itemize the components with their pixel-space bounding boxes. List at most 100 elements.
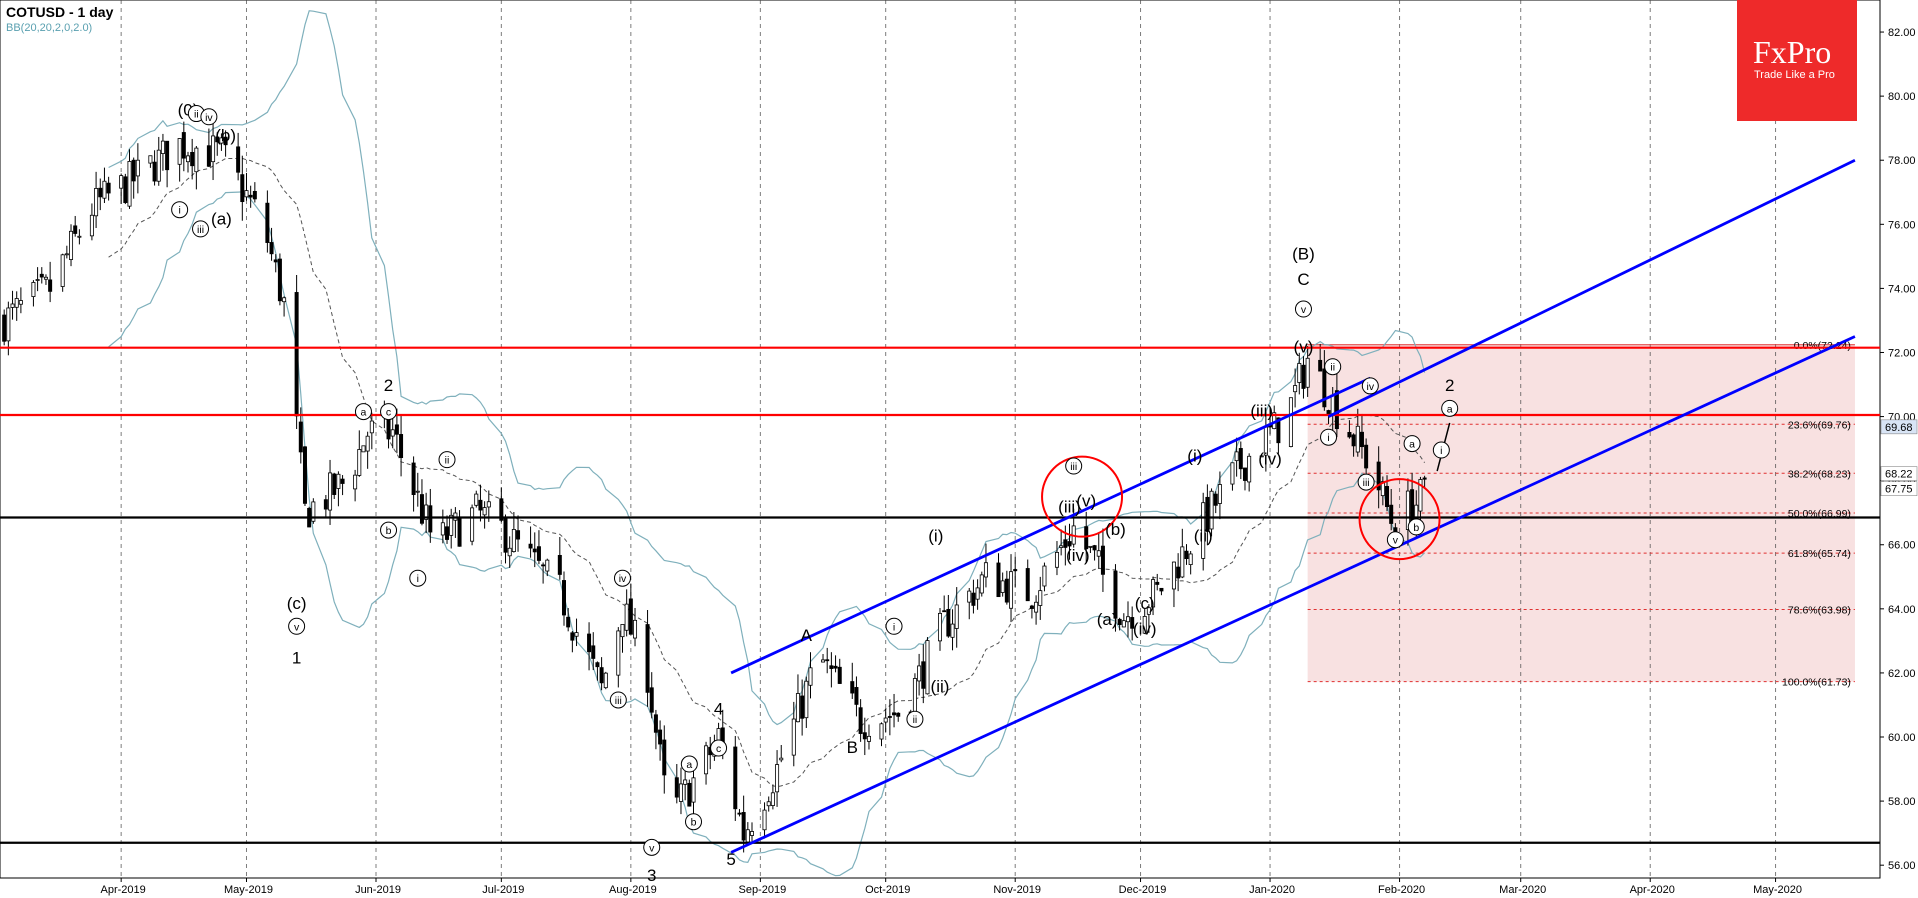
- candle: [1209, 490, 1214, 530]
- wave-label-circle: [1065, 457, 1083, 475]
- highlight-circle: [1041, 455, 1124, 538]
- candle: [482, 507, 487, 516]
- candle: [1351, 434, 1356, 447]
- candle: [399, 434, 404, 459]
- x-tick-label: Mar-2020: [1499, 884, 1546, 896]
- candle: [687, 782, 692, 807]
- candle: [1180, 546, 1185, 578]
- candle: [10, 303, 15, 308]
- candle: [741, 812, 746, 841]
- candle: [1025, 568, 1030, 602]
- wave-label-circle: [1403, 435, 1421, 453]
- candle: [64, 253, 69, 256]
- wave-label-circle: [288, 617, 306, 635]
- wave-label: (ii): [931, 677, 950, 696]
- candle: [946, 608, 951, 637]
- candle: [486, 501, 491, 508]
- candle: [365, 435, 370, 452]
- candle: [94, 188, 99, 217]
- y-tick-label: 72.00: [1888, 347, 1916, 359]
- candle: [1042, 565, 1047, 587]
- candle: [1422, 477, 1427, 480]
- wave-label: 1: [292, 648, 301, 667]
- candle: [340, 478, 345, 484]
- channel-line: [730, 376, 1371, 675]
- candle: [883, 717, 888, 723]
- wave-label-circle: [609, 691, 627, 709]
- wave-label: C: [1297, 270, 1309, 289]
- candle: [1242, 467, 1247, 481]
- wave-label: 3: [647, 866, 656, 885]
- candle: [1004, 578, 1009, 603]
- candle: [1117, 618, 1122, 625]
- candle: [273, 259, 278, 263]
- wave-label: (c): [1135, 594, 1155, 613]
- x-tick-label: May-2019: [224, 884, 273, 896]
- candle: [1334, 390, 1339, 430]
- candle: [557, 554, 562, 575]
- candle: [1176, 566, 1181, 579]
- x-tick-label: Apr-2020: [1630, 884, 1675, 896]
- candle: [190, 152, 195, 167]
- candle: [1205, 496, 1210, 532]
- candle: [1059, 545, 1064, 548]
- candle: [825, 659, 830, 662]
- candle: [1234, 451, 1239, 462]
- candle: [1376, 461, 1381, 491]
- candle: [1034, 601, 1039, 613]
- price-label-box: [1880, 466, 1918, 481]
- candle: [716, 728, 721, 742]
- wave-label: iv: [205, 112, 213, 124]
- wave-label-circle: [192, 220, 210, 238]
- candle: [645, 624, 650, 693]
- x-tick-label: Dec-2019: [1119, 884, 1167, 896]
- wave-label: 2: [384, 376, 393, 395]
- x-tick-label: May-2020: [1753, 884, 1802, 896]
- candle: [1213, 493, 1218, 506]
- wave-label: iii: [615, 695, 622, 707]
- candle: [1159, 587, 1164, 592]
- candle: [1259, 455, 1264, 458]
- candle: [971, 592, 976, 606]
- candle: [1000, 580, 1005, 593]
- candle: [683, 779, 688, 785]
- wave-label: (iv): [1258, 450, 1282, 469]
- candle: [194, 147, 199, 173]
- candle: [1217, 484, 1222, 504]
- candle: [750, 831, 755, 836]
- candle: [240, 174, 245, 203]
- wave-label: (iii): [1058, 498, 1081, 517]
- candle: [60, 254, 65, 287]
- candle: [419, 494, 424, 524]
- price-label: 67.75: [1885, 484, 1913, 496]
- candle: [1063, 539, 1068, 548]
- candle: [854, 687, 859, 705]
- candle: [1418, 479, 1423, 512]
- candle: [211, 135, 216, 163]
- candle: [2, 314, 7, 342]
- candle: [950, 623, 955, 638]
- candle: [879, 723, 884, 740]
- wave-label-circle: [171, 201, 189, 219]
- candle: [1293, 385, 1298, 393]
- wave-label: 2: [1445, 376, 1454, 395]
- candle: [1301, 364, 1306, 389]
- candle: [248, 194, 253, 198]
- candle: [1171, 561, 1176, 590]
- candle: [653, 714, 658, 733]
- candle: [185, 155, 190, 163]
- candle: [48, 279, 53, 292]
- candle: [177, 138, 182, 165]
- wave-label: iii: [1070, 461, 1077, 473]
- y-tick-label: 82.00: [1888, 27, 1916, 39]
- candle: [1130, 617, 1135, 629]
- candle: [1389, 504, 1394, 524]
- wave-label-circle: [1361, 377, 1379, 395]
- price-label-box: [1880, 481, 1918, 496]
- candle: [1364, 444, 1369, 469]
- wave-label-circle: [438, 451, 456, 469]
- candle: [624, 603, 629, 631]
- candle: [73, 225, 78, 234]
- fxpro-logo: FxPro Trade Like a Pro: [1737, 0, 1857, 121]
- candle: [733, 746, 738, 810]
